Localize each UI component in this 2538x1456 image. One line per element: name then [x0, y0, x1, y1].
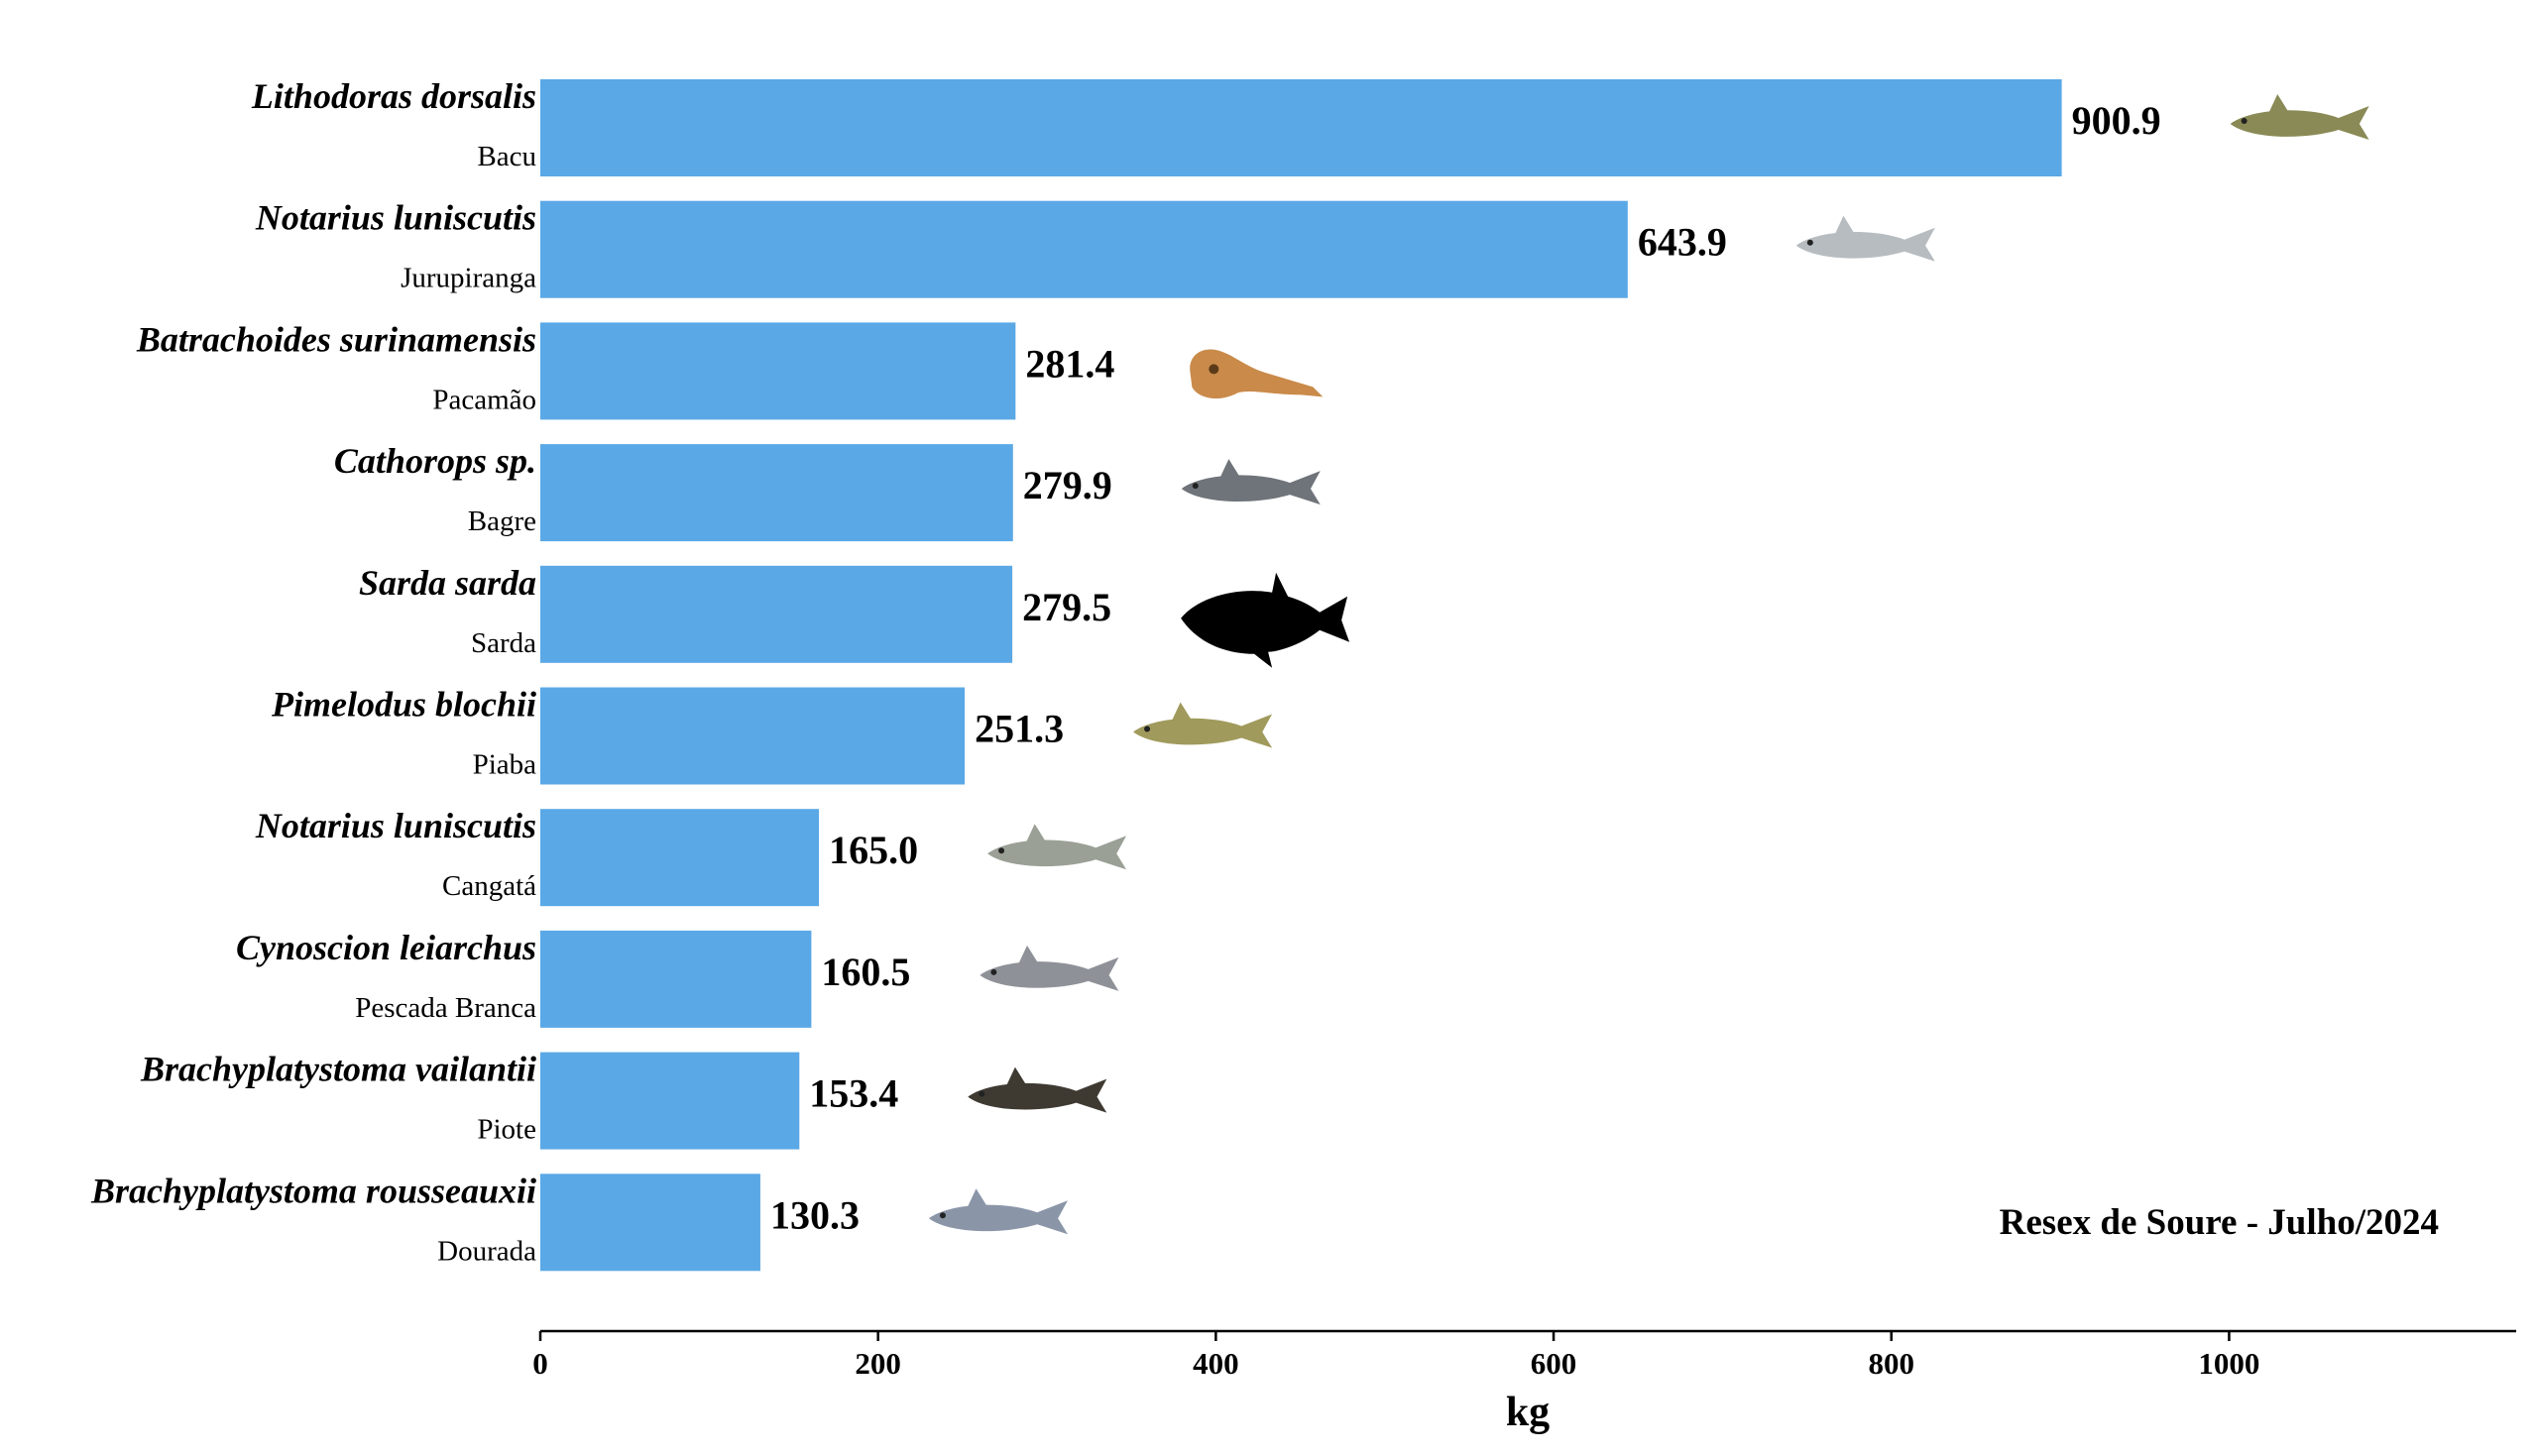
fish-body-shape	[1181, 471, 1321, 505]
x-tick-label: 400	[1193, 1346, 1239, 1381]
fish-body-shape	[1795, 227, 1935, 262]
fish-eye	[1209, 364, 1219, 375]
species-scientific-name: Cynoscion leiarchus	[236, 928, 536, 967]
fish-icons-layer	[928, 94, 2369, 1235]
fish-dorsal-fin	[1219, 459, 1240, 478]
fish-body-shape	[2230, 106, 2369, 140]
species-common-name: Bacu	[477, 141, 536, 172]
dourada-fish-icon	[928, 1188, 1068, 1235]
bar-2	[540, 200, 1628, 298]
bars-layer: 900.9 643.9 281.4 279.9 279.5 251.3 165.0 160.5…	[540, 79, 2161, 1272]
fish-body-shape	[968, 1078, 1107, 1113]
fish-body-shape	[928, 1200, 1068, 1235]
species-scientific-name: Lithodoras dorsalis	[251, 76, 536, 116]
fish-eye	[979, 1090, 985, 1097]
fish-dorsal-fin	[1835, 215, 1855, 234]
fish-eye	[939, 1212, 946, 1219]
sarda-silhouette-shape	[1181, 572, 1350, 668]
fish-eye	[990, 968, 997, 975]
bacu-fish-icon	[2230, 94, 2369, 140]
piaba-fish-icon	[1133, 702, 1273, 748]
bar-1	[540, 79, 2062, 176]
x-axis-label: kg	[1506, 1390, 1550, 1435]
species-scientific-name: Batrachoides surinamensis	[136, 319, 536, 359]
pacamao-body-shape	[1190, 349, 1324, 399]
species-scientific-name: Sarda sarda	[359, 563, 536, 603]
fish-eye	[2241, 118, 2248, 124]
bar-value-label: 279.5	[1022, 585, 1111, 629]
category-labels-layer: Lithodoras dorsalis Bacu Notarius luniscut…	[90, 76, 536, 1267]
bar-8	[540, 930, 812, 1028]
species-common-name: Piote	[477, 1114, 536, 1146]
bar-value-label: 160.5	[821, 950, 910, 994]
x-tick-label: 800	[1868, 1346, 1914, 1381]
fish-eye	[1192, 483, 1199, 490]
fish-body-shape	[987, 836, 1127, 870]
bar-value-label: 279.9	[1023, 463, 1112, 507]
bar-4	[540, 444, 1013, 542]
pacamao-fish-icon	[1190, 349, 1324, 399]
fish-eye	[998, 847, 1005, 854]
species-scientific-name: Brachyplatystoma rousseauxii	[90, 1171, 536, 1210]
species-scientific-name: Notarius luniscutis	[255, 198, 536, 238]
bar-3	[540, 322, 1016, 420]
bar-value-label: 251.3	[975, 707, 1064, 751]
bar-9	[540, 1052, 800, 1150]
x-tick-label: 200	[855, 1346, 901, 1381]
bar-5	[540, 565, 1013, 663]
fish-body-shape	[1133, 714, 1273, 748]
bar-value-label: 153.4	[809, 1071, 898, 1116]
bar-6	[540, 687, 966, 785]
fish-dorsal-fin	[968, 1188, 987, 1207]
species-common-name: Pescada Branca	[355, 992, 536, 1024]
species-common-name: Pacamão	[432, 384, 536, 415]
x-tick-label: 600	[1531, 1346, 1577, 1381]
species-scientific-name: Pimelodus blochii	[271, 685, 536, 725]
species-scientific-name: Notarius luniscutis	[255, 806, 536, 845]
fish-body-shape	[980, 956, 1119, 991]
fish-eye	[1806, 239, 1813, 246]
bar-value-label: 281.4	[1025, 341, 1114, 386]
bar-value-label: 130.3	[770, 1192, 860, 1237]
bagre-fish-icon	[1181, 459, 1321, 505]
species-common-name: Sarda	[471, 627, 536, 659]
x-tick-label: 1000	[2198, 1346, 2259, 1381]
species-scientific-name: Brachyplatystoma vailantii	[140, 1050, 536, 1089]
chart-annotation: Resex de Soure - Julho/2024	[2000, 1202, 2439, 1243]
bar-value-label: 643.9	[1638, 220, 1727, 265]
species-scientific-name: Cathorops sp.	[334, 441, 536, 481]
fish-dorsal-fin	[1026, 824, 1046, 842]
species-common-name: Piaba	[473, 749, 537, 781]
species-common-name: Bagre	[468, 505, 536, 537]
piote-fish-icon	[968, 1066, 1107, 1113]
x-axis: 0 200 400 600 800 1000	[532, 1329, 2516, 1381]
cangata-fish-icon	[987, 824, 1127, 870]
x-tick-label: 0	[532, 1346, 548, 1381]
fish-dorsal-fin	[1006, 1066, 1027, 1085]
species-common-name: Dourada	[437, 1235, 536, 1267]
bar-7	[540, 809, 820, 907]
bar-10	[540, 1174, 760, 1272]
fish-dorsal-fin	[1018, 945, 1039, 963]
sarda-fish-silhouette-icon	[1181, 572, 1350, 668]
species-common-name: Jurupiranga	[401, 263, 536, 294]
fish-dorsal-fin	[2268, 94, 2289, 112]
species-common-name: Cangatá	[442, 870, 536, 902]
fish-eye	[1144, 726, 1151, 732]
jurupiranga-fish-icon	[1795, 215, 1935, 262]
bar-value-label: 165.0	[829, 828, 918, 872]
pescada-fish-icon	[980, 945, 1119, 991]
bar-value-label: 900.9	[2072, 98, 2161, 143]
fish-dorsal-fin	[1172, 702, 1192, 721]
